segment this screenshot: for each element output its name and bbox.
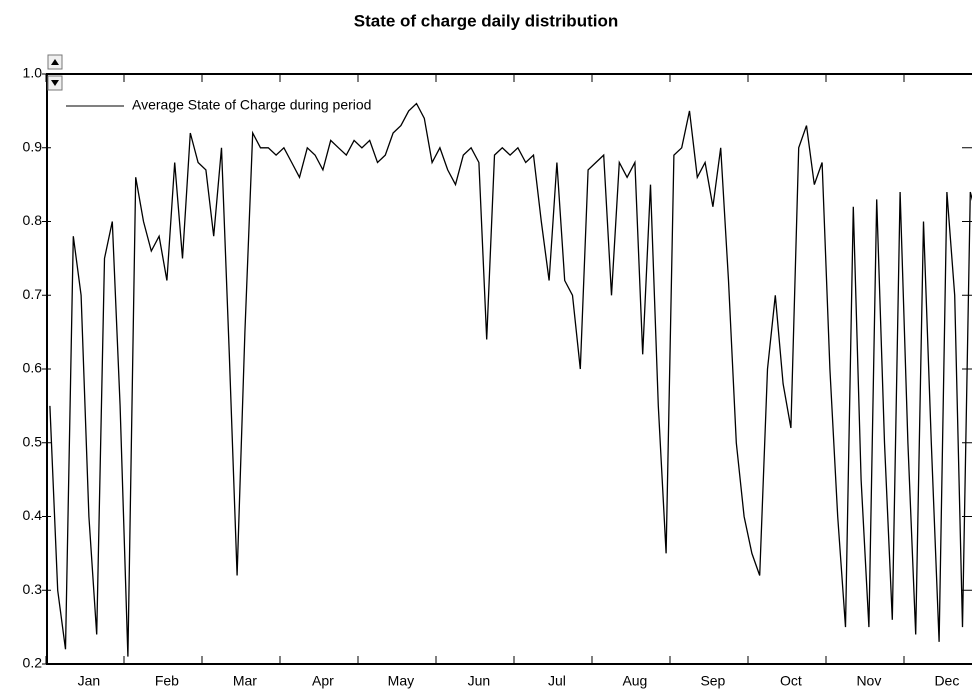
- x-tick-label: Jun: [468, 673, 491, 689]
- y-tick-label: 0.9: [23, 138, 43, 154]
- y-tick-label: 0.8: [23, 212, 43, 228]
- x-tick-label: Dec: [934, 673, 959, 689]
- y-tick-label: 1.0: [23, 65, 43, 81]
- y-tick-label: 0.4: [23, 507, 43, 523]
- x-tick-label: Feb: [155, 673, 179, 689]
- chart-title: State of charge daily distribution: [354, 11, 618, 30]
- x-tick-label: Jan: [78, 673, 101, 689]
- x-tick-label: Aug: [622, 673, 647, 689]
- spin-down-icon: [51, 80, 59, 86]
- spin-up-icon: [51, 59, 59, 65]
- x-tick-label: May: [388, 673, 414, 689]
- x-tick-label: Sep: [700, 673, 725, 689]
- x-tick-label: Mar: [233, 673, 257, 689]
- y-tick-label: 0.5: [23, 433, 43, 449]
- x-tick-label: Jul: [548, 673, 566, 689]
- spinner[interactable]: [47, 54, 63, 91]
- legend-label: Average State of Charge during period: [132, 97, 371, 113]
- x-tick-label: Apr: [312, 673, 334, 689]
- y-tick-label: 0.3: [23, 581, 43, 597]
- y-tick-label: 0.6: [23, 360, 43, 376]
- plot-frame: [46, 73, 972, 665]
- y-tick-label: 0.2: [23, 655, 43, 671]
- plot-area: [49, 102, 972, 657]
- x-tick-label: Nov: [856, 673, 881, 689]
- data-line: [49, 102, 972, 657]
- y-tick-label: 0.7: [23, 286, 43, 302]
- x-tick-label: Oct: [780, 673, 802, 689]
